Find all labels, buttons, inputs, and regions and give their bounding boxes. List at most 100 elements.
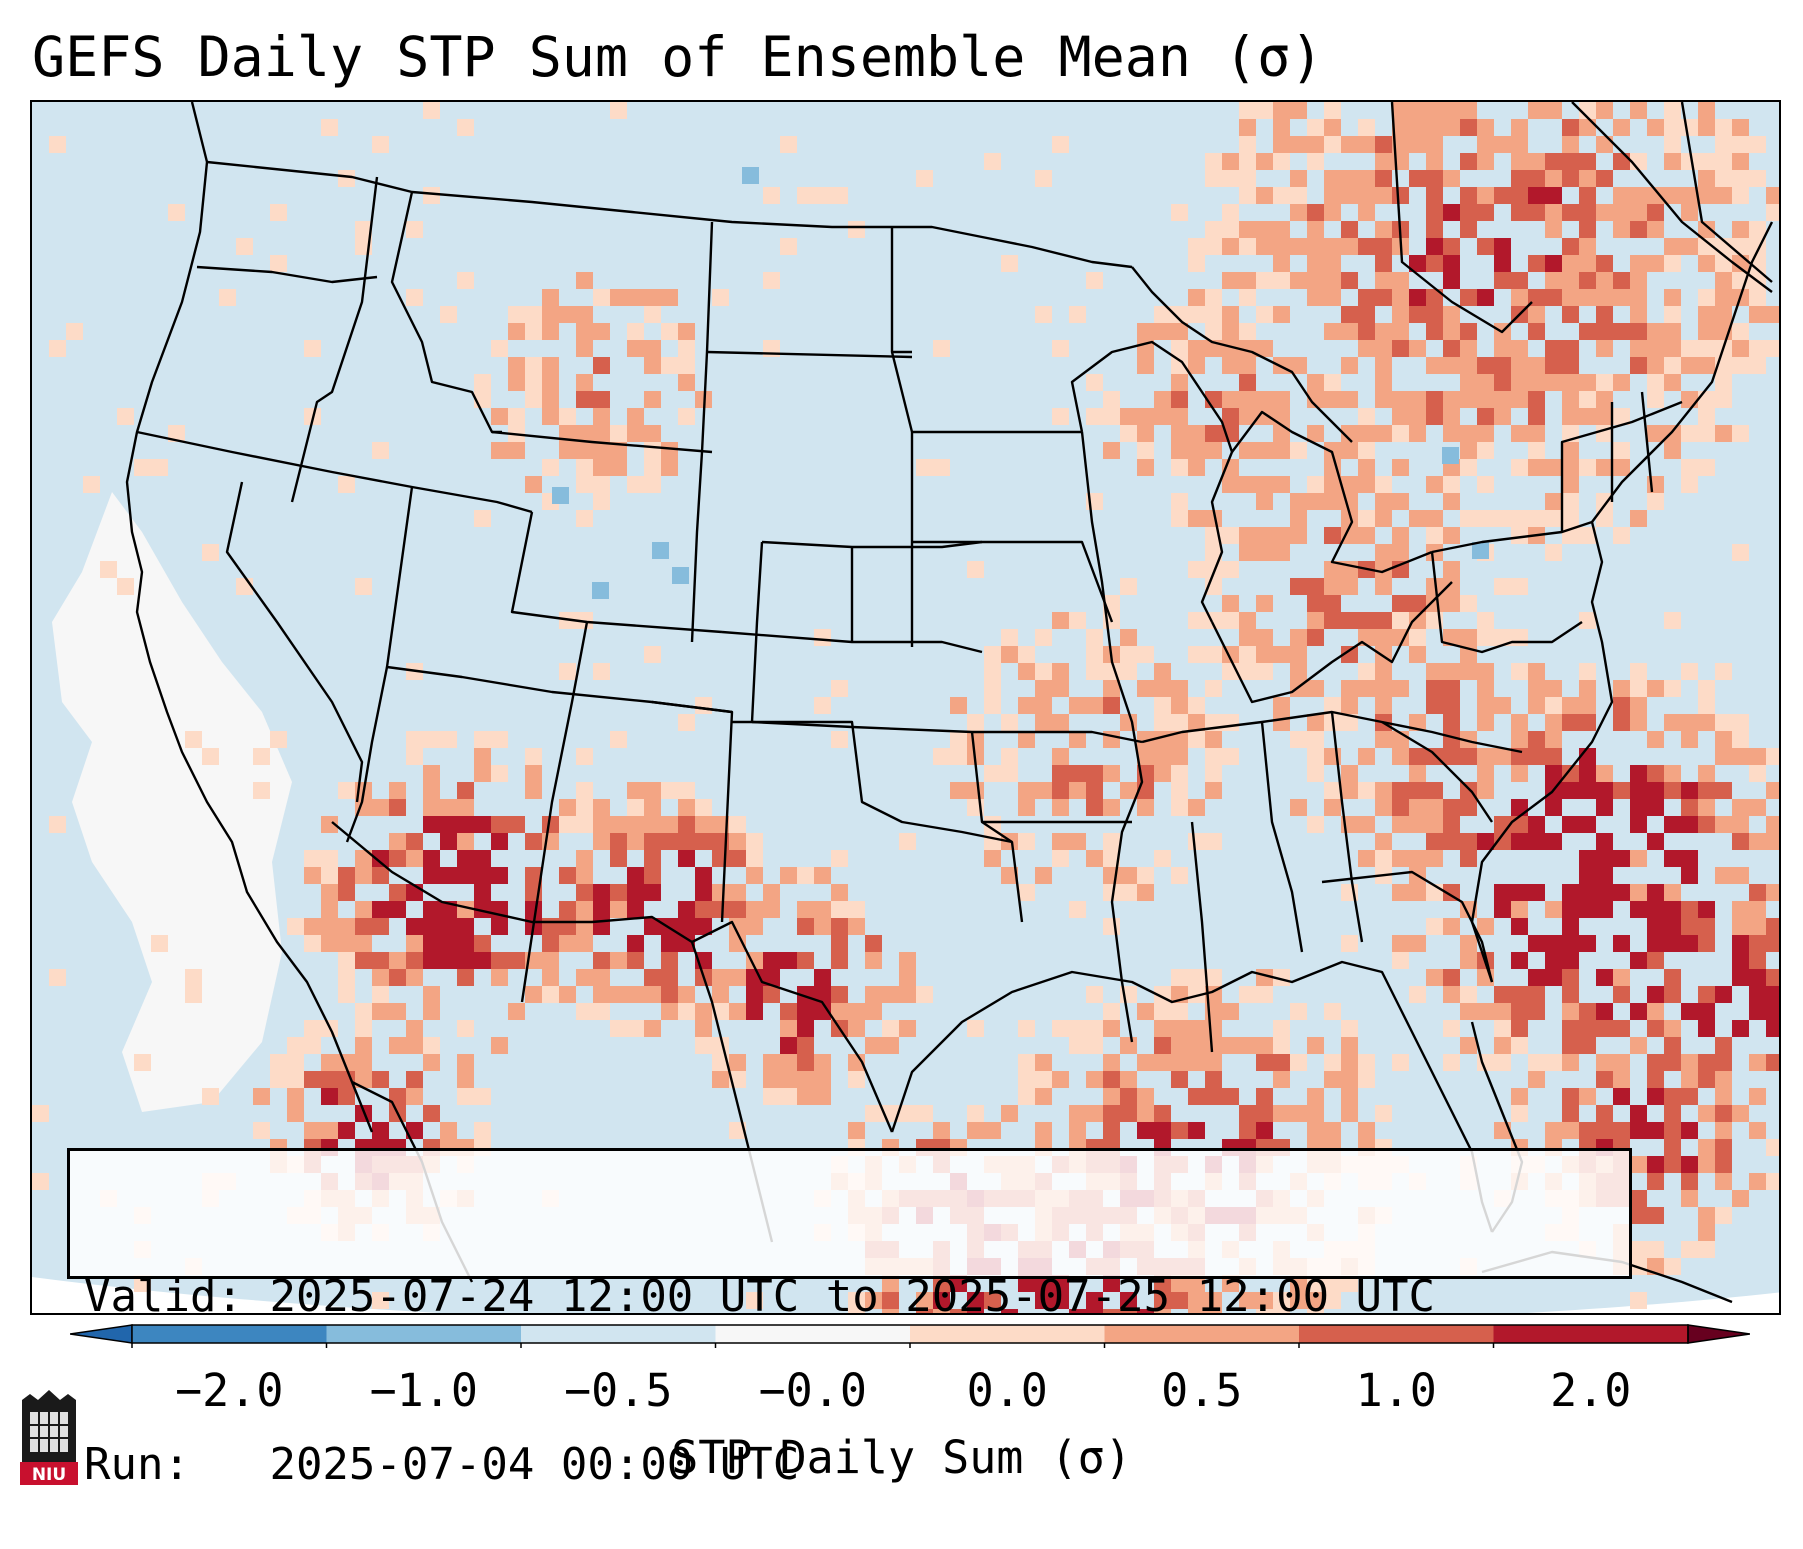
stp-cell (1630, 1156, 1647, 1173)
stp-cell (1715, 255, 1732, 272)
stp-cell (746, 867, 763, 884)
stp-cell (1715, 731, 1732, 748)
stp-cell (304, 935, 321, 952)
valid-time-box: Valid: 2025-07-24 12:00 UTC to 2025-07-2… (67, 1148, 1632, 1490)
stp-cell (899, 952, 916, 969)
stp-cell (1171, 1292, 1188, 1309)
stp-cell (1545, 153, 1562, 170)
stp-cell (304, 340, 321, 357)
stp-cell (1205, 221, 1222, 238)
stp-cell (1562, 697, 1579, 714)
stp-cell (1596, 1071, 1613, 1088)
stp-cell (542, 408, 559, 425)
stp-cell (1698, 918, 1715, 935)
stp-cell (1715, 1139, 1732, 1156)
stp-cell (1341, 782, 1358, 799)
stp-cell (1086, 374, 1103, 391)
stp-cell (1443, 306, 1460, 323)
stp-cell (1545, 714, 1562, 731)
stp-cell (1545, 170, 1562, 187)
stp-cell (1579, 1020, 1596, 1037)
stp-cell (1001, 765, 1018, 782)
stp-cell (1664, 1258, 1681, 1275)
stp-cell (1630, 221, 1647, 238)
stp-cell (1528, 170, 1545, 187)
stp-cell (984, 153, 1001, 170)
stp-cell (1715, 986, 1732, 1003)
stp-cell (661, 289, 678, 306)
stp-cell (1698, 935, 1715, 952)
stp-cell (1426, 697, 1443, 714)
stp-cell (1018, 1020, 1035, 1037)
stp-cell (1613, 986, 1630, 1003)
stp-cell (406, 969, 423, 986)
stp-cell (1579, 714, 1596, 731)
stp-cell (712, 1054, 729, 1071)
colorbar-tick-label: 0.0 (966, 1364, 1048, 1417)
stp-cell (610, 425, 627, 442)
stp-cell (1647, 119, 1664, 136)
stp-cell (559, 663, 576, 680)
stp-cell (1188, 986, 1205, 1003)
stp-cell (1290, 187, 1307, 204)
stp-cell (627, 782, 644, 799)
stp-cell (1511, 816, 1528, 833)
stp-cell (1647, 1054, 1664, 1071)
stp-cell (1171, 867, 1188, 884)
stp-cell (984, 833, 1001, 850)
stp-cell (1647, 187, 1664, 204)
stp-cell (1341, 425, 1358, 442)
stp-cell (593, 442, 610, 459)
stp-cell (644, 850, 661, 867)
stp-cell (644, 884, 661, 901)
stp-cell (1630, 102, 1647, 119)
stp-cell (814, 697, 831, 714)
stp-cell (780, 1020, 797, 1037)
stp-cell (1256, 391, 1273, 408)
stp-cell (1596, 1003, 1613, 1020)
stp-cell (1205, 1292, 1222, 1309)
stp-cell (1375, 187, 1392, 204)
stp-cell (763, 884, 780, 901)
stp-cell (1511, 629, 1528, 646)
stp-cell (763, 1071, 780, 1088)
stp-cell (1188, 799, 1205, 816)
stp-cell (882, 1020, 899, 1037)
stp-cell (1205, 544, 1222, 561)
stp-cell (1732, 952, 1749, 969)
stp-cell (1579, 680, 1596, 697)
stp-cell (1035, 680, 1052, 697)
stp-cell (1222, 170, 1239, 187)
stp-cell (1341, 1054, 1358, 1071)
stp-cell (1290, 357, 1307, 374)
stp-cell (525, 323, 542, 340)
stp-cell-negative (652, 542, 669, 559)
colorbar-extend-low (70, 1324, 133, 1344)
stp-cell (1001, 255, 1018, 272)
stp-cell (729, 1054, 746, 1071)
stp-cell (627, 323, 644, 340)
stp-cell (525, 901, 542, 918)
stp-cell (899, 986, 916, 1003)
stp-cell (1239, 408, 1256, 425)
stp-cell (1698, 782, 1715, 799)
stp-cell (1375, 561, 1392, 578)
stp-cell (440, 799, 457, 816)
stp-cell (610, 986, 627, 1003)
stp-cell (1579, 527, 1596, 544)
stp-cell (1188, 1054, 1205, 1071)
stp-cell (457, 1020, 474, 1037)
stp-cell (32, 1173, 49, 1190)
stp-cell (1273, 255, 1290, 272)
stp-cell (1562, 119, 1579, 136)
stp-cell (644, 646, 661, 663)
stp-cell (1052, 680, 1069, 697)
stp-cell (321, 850, 338, 867)
stp-cell (984, 816, 1001, 833)
stp-cell (49, 136, 66, 153)
stp-cell (1647, 374, 1664, 391)
stp-cell (1528, 357, 1545, 374)
stp-cell (1188, 1037, 1205, 1054)
stp-cell (1681, 119, 1698, 136)
stp-cell (1375, 272, 1392, 289)
